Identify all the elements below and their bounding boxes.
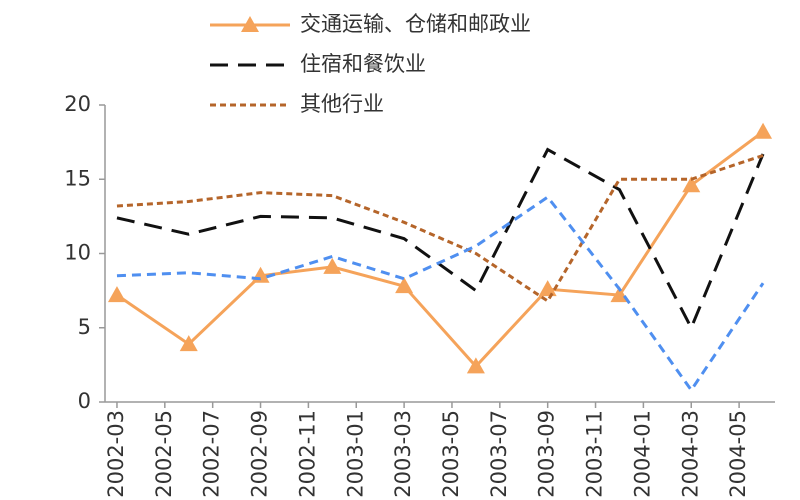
point-marker bbox=[466, 357, 485, 374]
series-line bbox=[116, 154, 764, 304]
y-tick-label: 20 bbox=[64, 92, 91, 116]
legend-label: 住宿和餐饮业 bbox=[300, 52, 426, 76]
x-tick-label: 2003-11 bbox=[583, 410, 607, 498]
point-marker bbox=[107, 286, 126, 303]
point-marker bbox=[754, 122, 773, 139]
legend-marker bbox=[241, 16, 259, 32]
series-line bbox=[116, 195, 765, 393]
point-marker bbox=[179, 335, 198, 352]
series-line bbox=[116, 147, 765, 332]
x-tick-label: 2003-05 bbox=[439, 410, 463, 498]
y-tick-label: 0 bbox=[78, 389, 91, 413]
x-tick-label: 2004-05 bbox=[726, 410, 750, 498]
x-tick-label: 2002-05 bbox=[152, 410, 176, 498]
point-marker bbox=[538, 280, 557, 297]
legend-label: 交通运输、仓储和邮政业 bbox=[300, 12, 531, 36]
x-tick-label: 2004-01 bbox=[630, 410, 654, 498]
x-tick-label: 2003-09 bbox=[535, 410, 559, 498]
x-tick-label: 2004-03 bbox=[678, 410, 702, 498]
x-tick-label: 2003-03 bbox=[391, 410, 415, 498]
series-line bbox=[116, 130, 764, 369]
x-tick-label: 2002-11 bbox=[295, 410, 319, 498]
legend-label: 其他行业 bbox=[300, 92, 384, 116]
y-tick-label: 5 bbox=[78, 315, 91, 339]
x-tick-label: 2003-07 bbox=[487, 410, 511, 498]
point-marker bbox=[610, 286, 629, 303]
x-tick-label: 2002-03 bbox=[104, 410, 128, 498]
y-tick-label: 10 bbox=[64, 241, 91, 265]
x-tick-label: 2003-01 bbox=[343, 410, 367, 498]
y-tick-label: 15 bbox=[64, 166, 91, 190]
point-marker bbox=[323, 257, 342, 274]
x-tick-label: 2002-07 bbox=[200, 410, 224, 498]
x-tick-label: 2002-09 bbox=[248, 410, 272, 498]
point-marker bbox=[395, 277, 414, 294]
point-marker bbox=[682, 176, 701, 193]
